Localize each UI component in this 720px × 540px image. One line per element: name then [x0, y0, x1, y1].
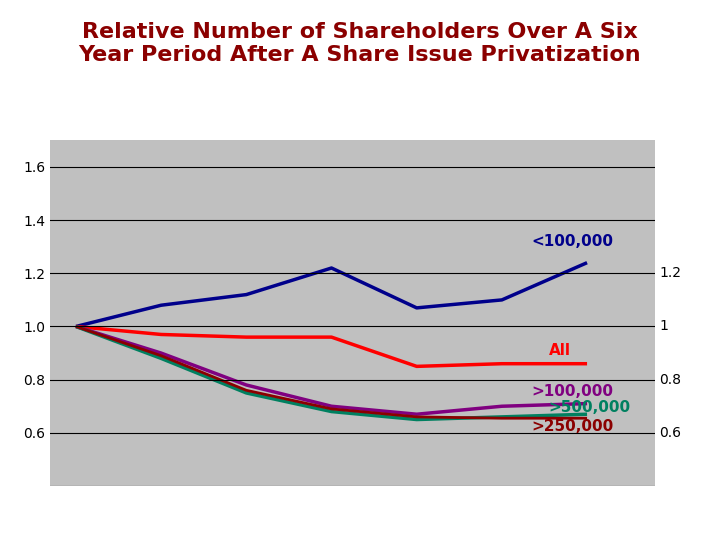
Text: <100,000: <100,000: [531, 234, 613, 249]
Text: 0.8: 0.8: [660, 373, 681, 387]
Text: >250,000: >250,000: [531, 418, 614, 434]
Text: Relative Number of Shareholders Over A Six
Year Period After A Share Issue Priva: Relative Number of Shareholders Over A S…: [78, 22, 642, 65]
Text: All: All: [549, 343, 571, 358]
Text: 1.2: 1.2: [660, 266, 681, 280]
Text: >500,000: >500,000: [549, 400, 631, 415]
Text: 1: 1: [660, 320, 668, 334]
Text: 0.6: 0.6: [660, 426, 681, 440]
Text: >100,000: >100,000: [531, 384, 613, 399]
